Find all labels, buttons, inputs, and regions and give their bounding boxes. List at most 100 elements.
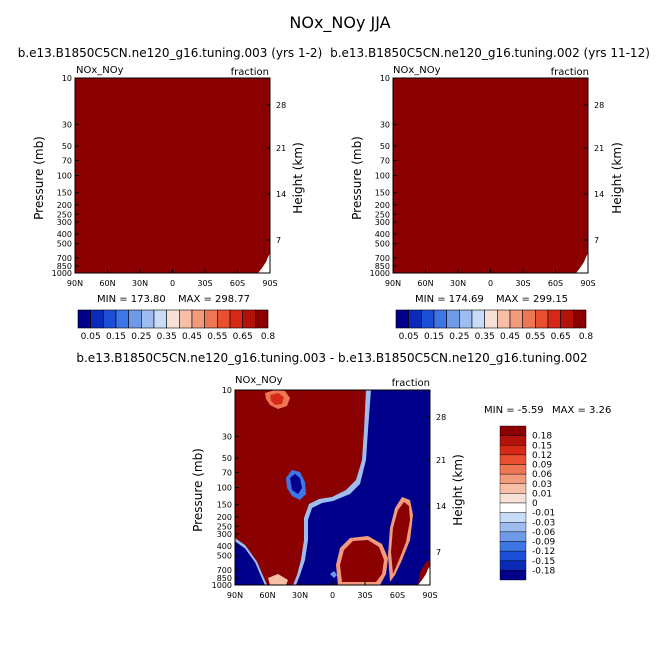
colorbar-label: 0.55 (525, 332, 545, 342)
colorbar-label: 0.15 (106, 332, 126, 342)
colorbar-swatch (560, 309, 574, 329)
x-tick-label: 60S (390, 591, 405, 600)
colorbar-swatch (153, 309, 167, 329)
y-tick-label: 70 (222, 468, 232, 477)
x-axis: 90N 60N 30N 0 30S 60S 90S (67, 269, 278, 288)
x-tick-label: 0 (170, 279, 175, 288)
height-axis: 28 21 14 7 (266, 101, 286, 245)
colorbar-swatch (90, 309, 104, 329)
y-tick-label: 300 (57, 218, 72, 227)
panel-model-003: b.e13.B1850C5CN.ne120_g16.tuning.003 (yr… (18, 46, 323, 342)
x-tick-label: 90N (67, 279, 83, 288)
height-tick-label: 7 (594, 236, 599, 245)
y-tick-label: 100 (217, 484, 232, 493)
y-tick-label: 850 (57, 262, 72, 271)
colorbar-swatch (255, 309, 269, 329)
colorbar-label: 0.01 (532, 489, 552, 499)
x-tick-label: 90S (580, 279, 595, 288)
colorbar-swatch (499, 454, 527, 465)
y-tick-label: 700 (57, 254, 72, 263)
surface-topography (576, 253, 588, 273)
colorbar-label: 0.35 (475, 332, 495, 342)
units-label: fraction (551, 67, 589, 78)
y-tick-label: 70 (380, 156, 390, 165)
variable-label: NOx_NOy (393, 65, 441, 76)
colorbar-label: -0.01 (532, 509, 555, 519)
min-label: MIN = -5.59 (484, 405, 544, 416)
heatmap-field (393, 78, 588, 273)
positive-lobe-60s-core (391, 502, 410, 574)
y-tick-label: 250 (217, 522, 232, 531)
colorbar-swatch (499, 483, 527, 494)
colorbar-label: -0.15 (532, 557, 555, 567)
colorbar-label: 0.45 (500, 332, 520, 342)
y-tick-label: 150 (217, 501, 232, 510)
panel-title: b.e13.B1850C5CN.ne120_g16.tuning.003 - b… (76, 351, 587, 365)
colorbar-swatch (522, 309, 536, 329)
x-tick-label: 60N (259, 591, 275, 600)
colorbar-swatch (499, 541, 527, 552)
colorbar-swatch (408, 309, 422, 329)
colorbar-swatch (459, 309, 473, 329)
colorbar-label: -0.12 (532, 547, 555, 557)
colorbar-swatch (421, 309, 435, 329)
colorbar-swatch (471, 309, 485, 329)
y-tick-label: 400 (57, 230, 72, 239)
colorbar-swatch (242, 309, 256, 329)
heatmap-field (75, 78, 270, 273)
x-tick-label: 0 (488, 279, 493, 288)
right-axis-label: Height (km) (451, 454, 465, 525)
colorbar-swatch (179, 309, 193, 329)
figure-title: NOx_NOy JJA (289, 13, 390, 33)
y-tick-label: 50 (222, 454, 232, 463)
colorbar: 0.05 0.15 0.25 0.35 0.45 0.55 0.65 0.8 (395, 309, 593, 342)
y-tick-label: 70 (62, 156, 72, 165)
y-tick-label: 850 (217, 574, 232, 583)
right-axis-label: Height (km) (610, 142, 624, 213)
y-tick-label: 30 (222, 433, 232, 442)
x-tick-label: 90N (227, 591, 243, 600)
colorbar-swatch (446, 309, 460, 329)
colorbar-swatch (499, 550, 527, 561)
colorbar-swatch (499, 570, 527, 581)
colorbar: 0.180.150.120.090.060.030.010-0.01-0.03-… (499, 425, 556, 581)
y-tick-label: 850 (375, 262, 390, 271)
x-tick-label: 30N (450, 279, 466, 288)
colorbar-label: 0.05 (399, 332, 419, 342)
y-tick-label: 400 (217, 542, 232, 551)
max-label: MAX = 299.15 (496, 294, 568, 305)
colorbar: 0.05 0.15 0.25 0.35 0.45 0.55 0.65 0.8 (77, 309, 276, 342)
colorbar-label: 0.65 (551, 332, 571, 342)
colorbar-label: 0.25 (449, 332, 469, 342)
height-axis: 28 21 14 7 (426, 413, 446, 557)
units-label: fraction (392, 378, 430, 389)
y-tick-label: 30 (380, 121, 390, 130)
negative-intrusion-core (290, 474, 302, 494)
y-tick-label: 100 (375, 172, 390, 181)
positive-upper-blob-core (270, 393, 284, 405)
y-tick-label: 50 (380, 142, 390, 151)
colorbar-swatch (128, 309, 142, 329)
colorbar-swatch (573, 309, 587, 329)
y-tick-label: 500 (217, 552, 232, 561)
colorbar-label: 0.8 (261, 332, 276, 342)
y-tick-label: 200 (217, 513, 232, 522)
colorbar-swatch (499, 512, 527, 523)
negative-lower-left (235, 540, 266, 585)
min-label: MIN = 174.69 (415, 294, 484, 305)
y-tick-label: 250 (57, 210, 72, 219)
x-tick-label: 30S (515, 279, 530, 288)
colorbar-swatch (547, 309, 561, 329)
x-tick-label: 30S (197, 279, 212, 288)
y-tick-label: 10 (222, 386, 232, 395)
x-tick-label: 60S (548, 279, 563, 288)
height-tick-label: 28 (594, 101, 604, 110)
colorbar-swatch (115, 309, 129, 329)
colorbar-swatch (499, 522, 527, 533)
colorbar-swatch (103, 309, 117, 329)
x-tick-label: 90S (262, 279, 277, 288)
y-tick-label: 10 (380, 74, 390, 83)
colorbar-swatch (499, 560, 527, 571)
